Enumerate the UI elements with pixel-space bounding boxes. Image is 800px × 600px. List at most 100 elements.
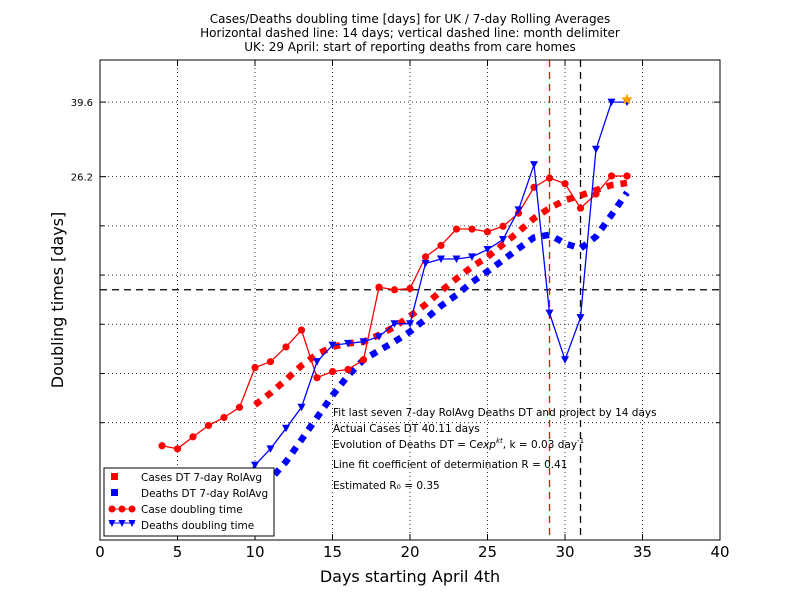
x-tick-label: 10 — [245, 543, 264, 561]
annotation-fit: Fit last seven 7-day RolAvg Deaths DT an… — [333, 407, 657, 419]
data-point — [375, 333, 383, 341]
data-point — [530, 161, 538, 169]
data-point — [297, 326, 306, 334]
data-point — [421, 253, 430, 261]
y-tick-label: 26.2 — [71, 173, 93, 184]
series-line — [162, 101, 627, 517]
y-axis-label: Doubling times [days] — [48, 212, 67, 389]
x-tick-label: 0 — [95, 543, 105, 561]
data-point — [545, 309, 554, 318]
data-point — [328, 341, 337, 350]
data-point — [220, 413, 228, 422]
data-point — [173, 445, 182, 453]
data-point — [483, 228, 492, 236]
chart-title-line: UK: 29 April: start of reporting deaths … — [244, 40, 576, 54]
projected-star-point — [621, 93, 633, 105]
data-point — [437, 255, 445, 264]
data-point — [406, 284, 414, 293]
data-point — [328, 367, 337, 376]
x-tick-label: 20 — [400, 543, 419, 561]
legend-label-deaths-dt: Deaths doubling time — [141, 520, 254, 532]
data-point — [576, 314, 585, 322]
data-point — [297, 403, 306, 412]
chart-title-line: Horizontal dashed line: 14 days; vertica… — [200, 26, 620, 40]
legend-swatch-marker — [128, 505, 136, 513]
data-point — [468, 225, 476, 233]
series-rolavg-line — [253, 179, 628, 408]
data-point — [375, 283, 383, 291]
data-point — [452, 255, 461, 264]
annotation-r2: Line fit coefficient of determination R … — [333, 459, 567, 471]
x-tick-label: 25 — [478, 543, 497, 561]
data-point — [344, 365, 352, 374]
legend-swatch-marker — [118, 520, 126, 527]
annotation-actual: Actual Cases DT 40.11 days — [333, 423, 480, 435]
data-point — [359, 338, 368, 346]
x-tick-label: 15 — [323, 543, 342, 561]
x-tick-label: 40 — [710, 543, 729, 561]
legend-label-cases-rolavg: Cases DT 7-day RolAvg — [141, 472, 262, 484]
data-point — [545, 174, 554, 182]
data-point — [251, 461, 259, 470]
annotation-block: Fit last seven 7-day RolAvg Deaths DT an… — [333, 407, 657, 492]
x-tick-label: 35 — [633, 543, 652, 561]
x-axis-label: Days starting April 4th — [320, 567, 500, 586]
data-point — [437, 241, 445, 250]
data-point — [282, 424, 290, 433]
data-point — [468, 253, 476, 261]
annotation-evolution-exp: exp — [477, 439, 497, 451]
data-point — [266, 358, 275, 366]
data-point — [607, 98, 616, 107]
data-point — [251, 363, 259, 372]
data-point — [406, 320, 414, 328]
data-point — [390, 286, 399, 294]
data-point — [421, 259, 430, 268]
data-point — [189, 433, 197, 441]
data-point — [282, 343, 290, 351]
data-point — [499, 222, 507, 230]
data-point — [483, 245, 492, 254]
legend-swatch-marker — [108, 520, 116, 527]
x-tick-label: 30 — [555, 543, 574, 561]
series — [158, 93, 633, 520]
data-point — [313, 374, 321, 382]
x-tick-label: 5 — [173, 543, 183, 561]
data-point — [204, 421, 213, 430]
legend-swatch-square — [111, 473, 118, 480]
legend-label-deaths-rolavg: Deaths DT 7-day RolAvg — [141, 488, 268, 500]
axis-ticks: 0 5 10 15 20 25 30 35 40 39.6 26.2 — [71, 60, 730, 561]
legend-swatch-marker — [128, 520, 136, 527]
data-point — [514, 206, 523, 214]
data-point — [592, 145, 600, 154]
data-point — [344, 339, 352, 348]
chart-title: Cases/Deaths doubling time [days] for UK… — [200, 12, 620, 54]
legend-swatch-deaths-rolavg — [111, 489, 118, 496]
annotation-evolution-sup2: -1 — [577, 437, 584, 445]
legend-swatch-cases-rolavg — [111, 473, 118, 480]
data-point — [576, 204, 585, 212]
annotation-r0: Estimated R₀ = 0.35 — [333, 480, 440, 492]
data-point — [359, 356, 368, 364]
legend-swatch-case-dt — [108, 505, 136, 513]
annotation-evolution: Evolution of Deaths DT = Cexpkt, k = 0.0… — [333, 437, 584, 451]
data-point — [592, 190, 600, 198]
annotation-evolution-mid: , k = 0.03 day — [503, 439, 577, 451]
annotation-evolution-prefix: Evolution of Deaths DT = C — [333, 439, 477, 451]
series-rolavg-line — [252, 190, 630, 497]
data-point — [623, 172, 631, 180]
legend-swatch-marker — [108, 505, 116, 513]
chart-title-line: Cases/Deaths doubling time [days] for UK… — [210, 12, 611, 26]
legend-swatch-square — [111, 489, 118, 496]
data-point — [561, 180, 569, 188]
y-tick-label: 39.6 — [71, 98, 93, 109]
data-point — [607, 172, 616, 180]
data-point — [561, 356, 569, 364]
data-point — [158, 442, 166, 450]
reference-lines — [100, 60, 720, 540]
data-point — [235, 403, 244, 411]
data-point — [313, 358, 321, 366]
legend-swatch-deaths-dt — [108, 520, 136, 527]
annotation-evolution-sup: kt — [496, 437, 503, 445]
data-point — [266, 445, 275, 453]
